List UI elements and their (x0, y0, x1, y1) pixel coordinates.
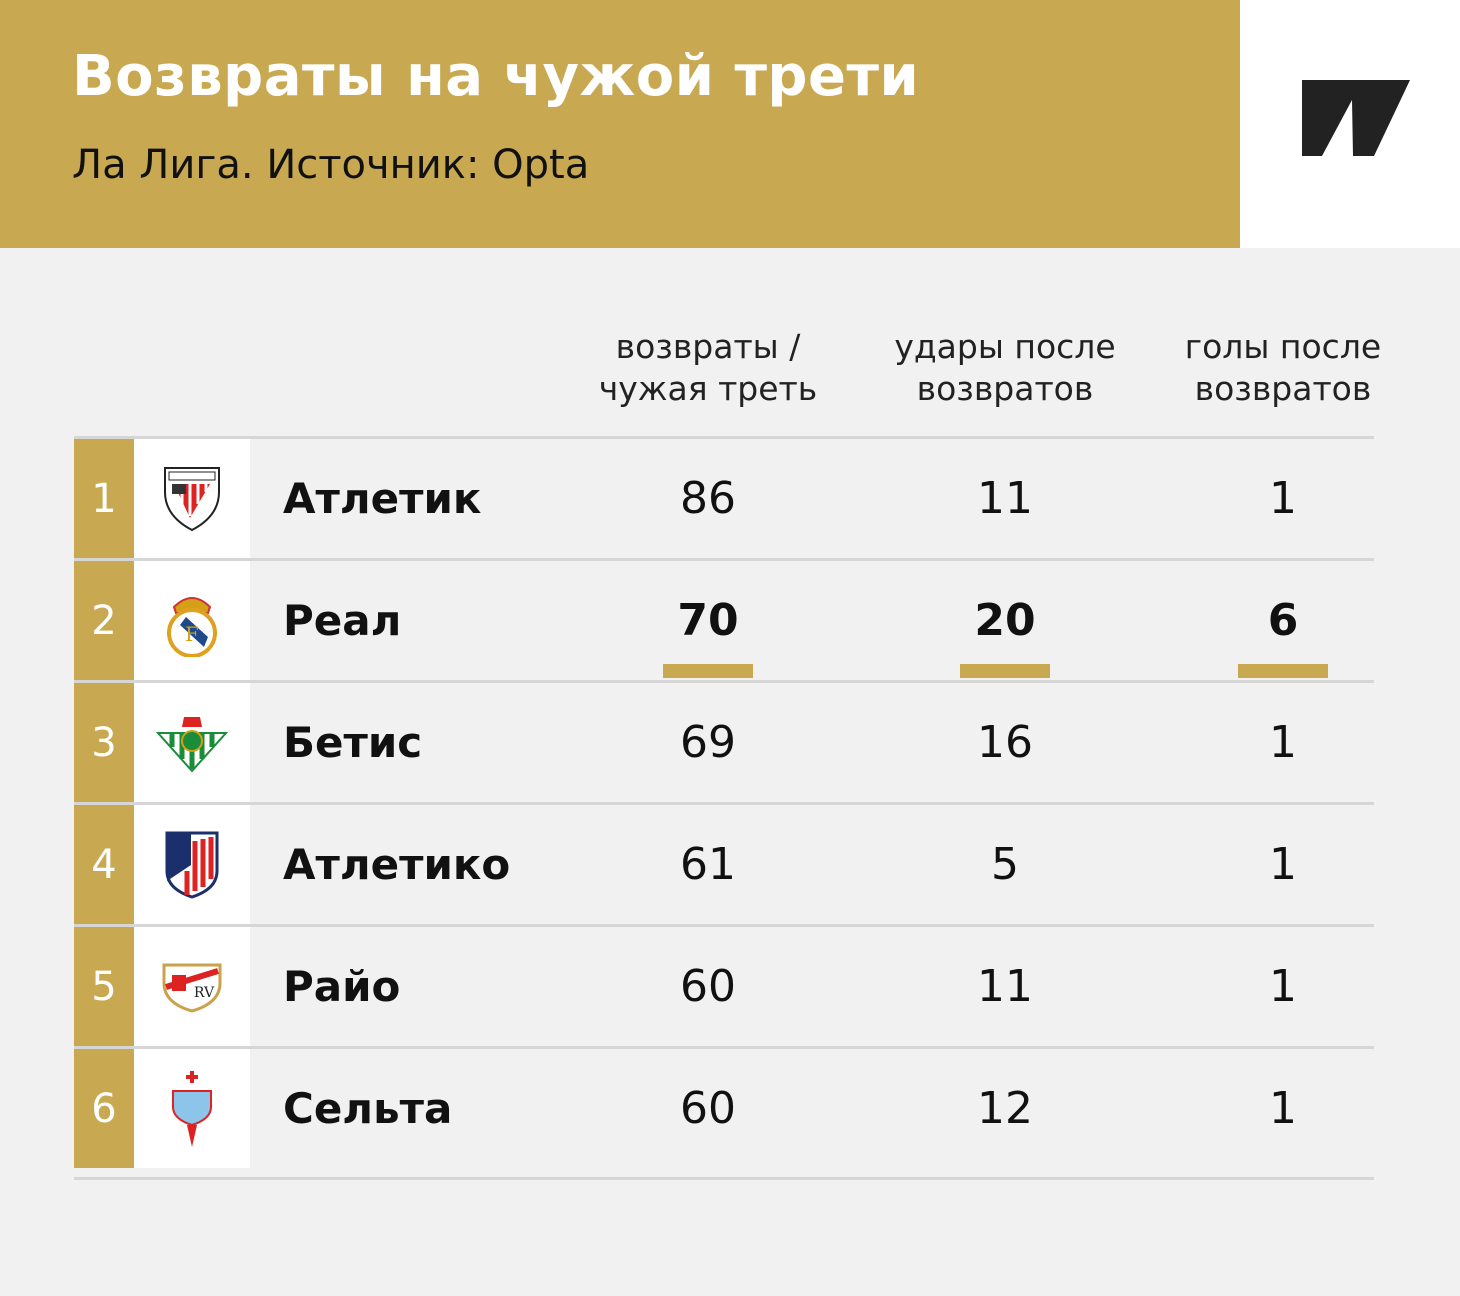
rank-cell: 3 (74, 683, 134, 802)
column-header-line: удары после (894, 327, 1116, 366)
value-cell: 1 (1269, 717, 1297, 768)
highlight-bar (1238, 664, 1328, 678)
table-row: 5 RV Райо 60 11 1 (74, 924, 1374, 1046)
value-cell: 1 (1269, 839, 1297, 890)
page-title: Возвраты на чужой трети (72, 44, 920, 109)
value-cell: 12 (977, 1083, 1033, 1134)
header-banner: Возвраты на чужой трети Ла Лига. Источни… (0, 0, 1240, 248)
value-cell: 61 (680, 839, 736, 890)
column-header-line: голы после (1184, 327, 1382, 366)
brand-area (1240, 0, 1460, 248)
celta-vigo-crest-icon (134, 1049, 250, 1168)
value-cell: 1 (1269, 473, 1297, 524)
rank-cell: 6 (74, 1049, 134, 1168)
table-bottom-divider (74, 1177, 1374, 1180)
real-madrid-crest-icon: F (134, 561, 250, 680)
value-cell: 20 (974, 595, 1036, 646)
table-row: 6 Сельта 60 12 1 (74, 1046, 1374, 1168)
value-cell: 86 (680, 473, 736, 524)
column-header-line: возвратов (916, 369, 1094, 408)
svg-text:F: F (185, 622, 199, 646)
real-betis-crest-icon (134, 683, 250, 802)
value-cell: 16 (977, 717, 1033, 768)
value-cell: 5 (991, 839, 1019, 890)
rank-cell: 1 (74, 439, 134, 558)
value-cell: 1 (1269, 961, 1297, 1012)
column-header-line: чужая треть (598, 369, 818, 408)
rank-cell: 4 (74, 805, 134, 924)
svg-text:RV: RV (194, 985, 215, 1001)
brand-logo-icon (1302, 80, 1410, 156)
highlight-bar (663, 664, 753, 678)
table-row: 2 F Реал 70 20 6 (74, 558, 1374, 680)
value-cell: 1 (1269, 1083, 1297, 1134)
team-name: Атлетико (283, 840, 511, 889)
table-row: 4 Атлетико 61 5 1 (74, 802, 1374, 924)
rank-cell: 2 (74, 561, 134, 680)
value-cell: 69 (680, 717, 736, 768)
value-cell: 11 (977, 961, 1033, 1012)
column-header: возвраты / чужая треть (558, 326, 858, 410)
rayo-vallecano-crest-icon: RV (134, 927, 250, 1046)
team-name: Сельта (283, 1084, 453, 1133)
column-header: голы после возвратов (1133, 326, 1433, 410)
column-header-line: возвраты / (615, 327, 801, 366)
athletic-club-crest-icon (134, 439, 250, 558)
team-name: Реал (283, 596, 402, 645)
table-row: 3 Бетис 69 16 1 (74, 680, 1374, 802)
value-cell: 6 (1267, 595, 1299, 646)
value-cell: 70 (677, 595, 739, 646)
team-name: Райо (283, 962, 401, 1011)
highlight-bar (960, 664, 1050, 678)
table-row: 1 Атлетик 86 11 1 (74, 436, 1374, 558)
value-cell: 60 (680, 1083, 736, 1134)
page-subtitle: Ла Лига. Источник: Opta (72, 142, 590, 188)
column-header: удары после возвратов (855, 326, 1155, 410)
rank-cell: 5 (74, 927, 134, 1046)
column-header-line: возвратов (1194, 369, 1372, 408)
value-cell: 11 (977, 473, 1033, 524)
value-cell: 60 (680, 961, 736, 1012)
atletico-madrid-crest-icon (134, 805, 250, 924)
team-name: Атлетик (283, 474, 482, 523)
team-name: Бетис (283, 718, 423, 767)
